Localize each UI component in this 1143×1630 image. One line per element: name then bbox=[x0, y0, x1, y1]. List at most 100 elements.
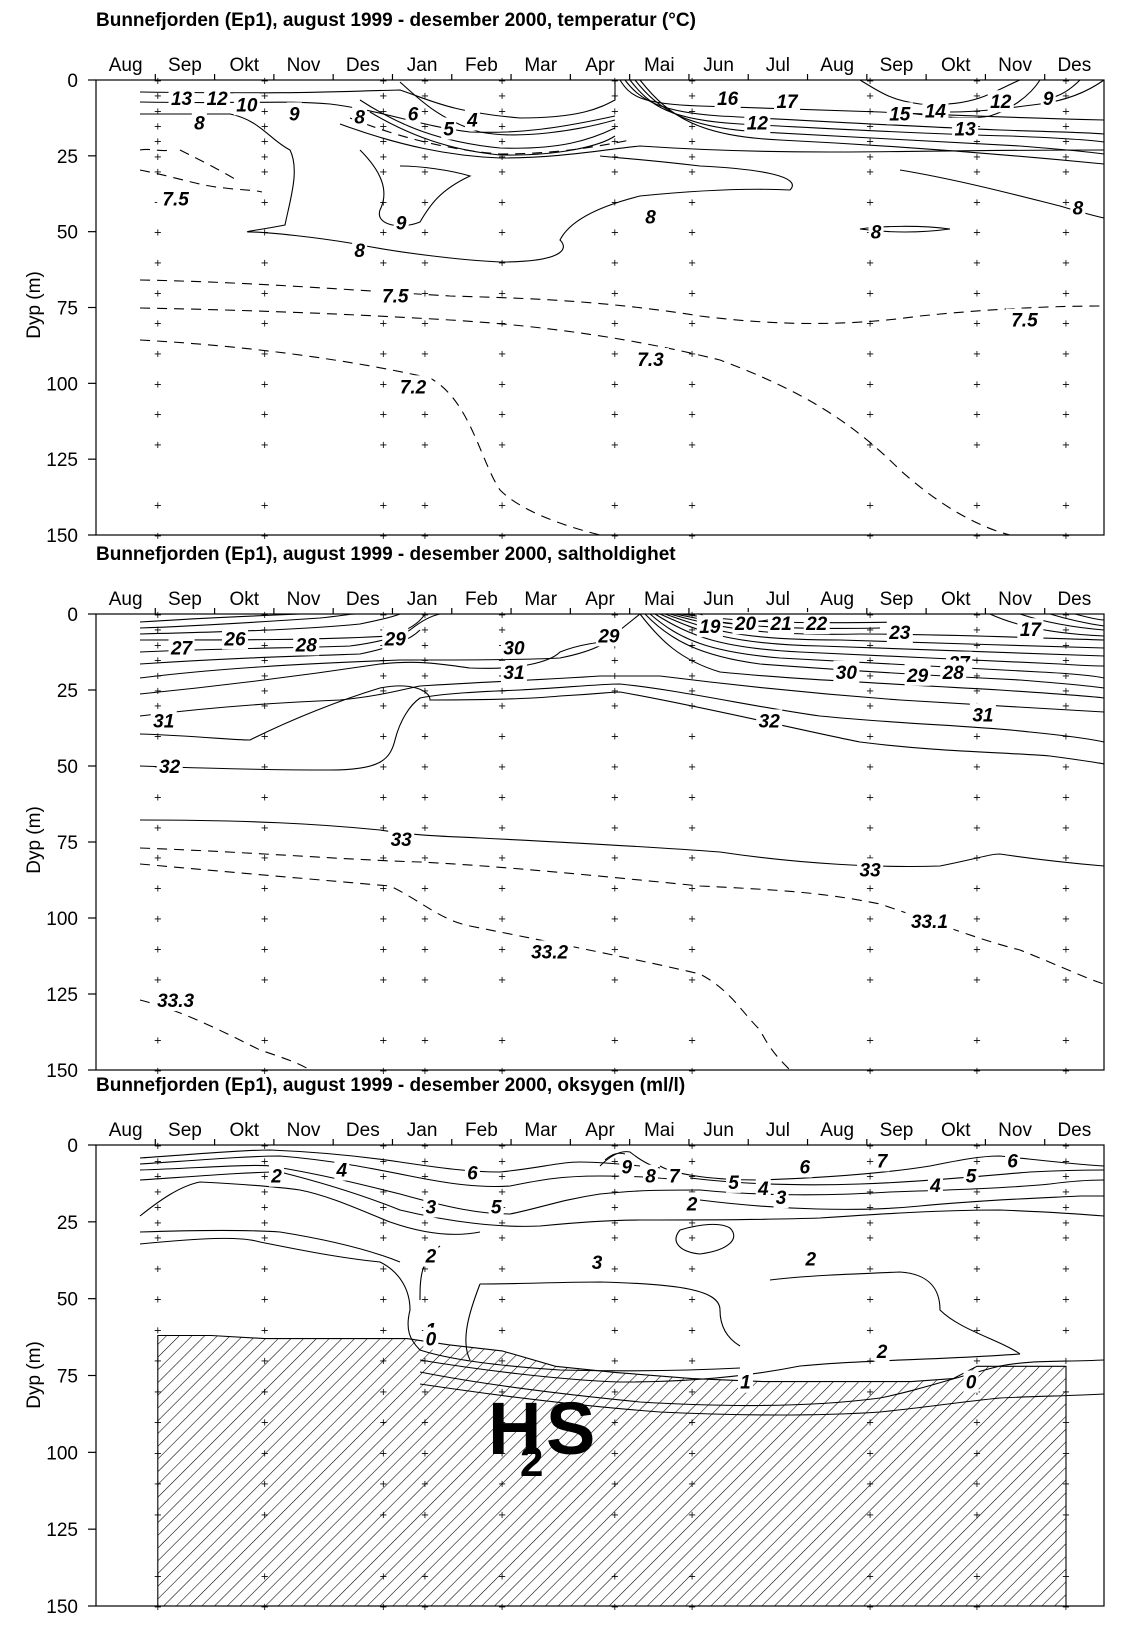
contour-label: 0 bbox=[426, 1330, 437, 1351]
contour-label: 6 bbox=[800, 1158, 811, 1179]
contour-label-mask bbox=[423, 1327, 439, 1350]
sampling-point: + bbox=[611, 228, 619, 239]
sampling-point: + bbox=[866, 884, 874, 895]
sampling-point: + bbox=[154, 944, 162, 955]
sampling-point: + bbox=[154, 152, 162, 163]
sampling-point: + bbox=[973, 440, 981, 451]
sampling-point: + bbox=[866, 531, 874, 542]
sampling-point: + bbox=[973, 76, 981, 87]
plot-frame bbox=[95, 1144, 1105, 1607]
sampling-point: + bbox=[1062, 1602, 1070, 1613]
sampling-point: + bbox=[1062, 1387, 1070, 1398]
sampling-point: + bbox=[379, 1571, 387, 1582]
sampling-point: + bbox=[866, 501, 874, 512]
sampling-point: + bbox=[379, 792, 387, 803]
month-label: Nov bbox=[287, 55, 321, 76]
sampling-point: + bbox=[260, 1325, 268, 1336]
month-label: Nov bbox=[287, 1120, 321, 1141]
sampling-point: + bbox=[688, 1325, 696, 1336]
sampling-point: + bbox=[688, 625, 696, 636]
sampling-point: + bbox=[688, 1295, 696, 1306]
contour-label: 22 bbox=[805, 614, 828, 635]
sampling-point: + bbox=[260, 686, 268, 697]
contour-label-mask bbox=[352, 105, 368, 128]
sampling-point: + bbox=[421, 944, 429, 955]
sampling-point: + bbox=[1062, 884, 1070, 895]
contour-label-mask bbox=[1005, 1149, 1021, 1172]
sampling-point: + bbox=[866, 671, 874, 682]
sampling-point: + bbox=[866, 1418, 874, 1429]
contour-label-mask bbox=[755, 1177, 771, 1200]
sampling-point: + bbox=[154, 1264, 162, 1275]
sampling-point: + bbox=[973, 1066, 981, 1077]
depth-tick-label: 0 bbox=[67, 1136, 78, 1157]
sampling-point: + bbox=[688, 762, 696, 773]
contour-label-mask bbox=[423, 1195, 439, 1218]
sampling-point: + bbox=[611, 531, 619, 542]
month-labels: Aug Sep Okt Nov Des Jan Feb Mar Apr Mai Jun Jul Aug S… bbox=[109, 589, 1091, 614]
sampling-point: + bbox=[973, 823, 981, 834]
h2s-label-h: H bbox=[488, 1387, 541, 1470]
month-labels: Aug Sep Okt Nov Des Jan Feb Mar Apr Mai Jun Jul Aug S… bbox=[109, 1120, 1091, 1145]
sampling-point: + bbox=[688, 501, 696, 512]
sampling-point: + bbox=[421, 1571, 429, 1582]
sampling-point: + bbox=[421, 610, 429, 621]
sampling-point: + bbox=[973, 1448, 981, 1459]
sampling-point: + bbox=[498, 531, 506, 542]
sampling-point: + bbox=[260, 167, 268, 178]
contour-label-mask bbox=[286, 102, 302, 125]
sampling-point: + bbox=[498, 823, 506, 834]
contour-label-mask bbox=[886, 102, 913, 125]
sampling-point: + bbox=[1062, 531, 1070, 542]
contour-label: 8 bbox=[1073, 198, 1084, 219]
panel-title: Bunnefjorden (Ep1), august 1999 - desemb… bbox=[96, 544, 676, 565]
sampling-point: + bbox=[866, 1233, 874, 1244]
sampling-point: + bbox=[421, 1172, 429, 1183]
sampling-point: + bbox=[611, 106, 619, 117]
depth-tick-label: 0 bbox=[67, 71, 78, 92]
sampling-point: + bbox=[154, 1510, 162, 1521]
sampling-point: + bbox=[498, 1295, 506, 1306]
contour-label-mask bbox=[382, 627, 409, 650]
sampling-point: + bbox=[688, 531, 696, 542]
contour-label-mask bbox=[969, 703, 996, 726]
sampling-point: + bbox=[421, 1479, 429, 1490]
sampling-point: + bbox=[611, 1295, 619, 1306]
month-label: Aug bbox=[820, 1120, 854, 1141]
sampling-point: + bbox=[260, 349, 268, 360]
sampling-point: + bbox=[379, 671, 387, 682]
sampling-point: + bbox=[421, 152, 429, 163]
sampling-point: + bbox=[498, 288, 506, 299]
sampling-point: + bbox=[154, 288, 162, 299]
sampling-point: + bbox=[611, 1571, 619, 1582]
sampling-point: + bbox=[611, 288, 619, 299]
sampling-point: + bbox=[260, 1510, 268, 1521]
sampling-point: + bbox=[1062, 1172, 1070, 1183]
sampling-point: + bbox=[1062, 1571, 1070, 1582]
contour-label: 7.2 bbox=[400, 377, 427, 398]
contour-label: 7.5 bbox=[162, 189, 189, 210]
sampling-point: + bbox=[611, 1141, 619, 1152]
sampling-point: + bbox=[611, 1510, 619, 1521]
sampling-point: + bbox=[611, 975, 619, 986]
contour-label: 19 bbox=[699, 617, 721, 638]
sampling-point: + bbox=[688, 76, 696, 87]
sampling-point: + bbox=[866, 137, 874, 148]
sampling-point: + bbox=[260, 137, 268, 148]
contour-label-mask bbox=[1005, 308, 1043, 331]
contour-label-mask bbox=[696, 615, 723, 638]
sampling-point: + bbox=[973, 1602, 981, 1613]
month-label: Jun bbox=[703, 1120, 734, 1141]
month-label: Okt bbox=[941, 55, 971, 76]
plot-frame bbox=[95, 613, 1105, 1071]
contour-label-mask bbox=[642, 205, 658, 228]
sampling-point: + bbox=[154, 701, 162, 712]
sampling-point: + bbox=[421, 671, 429, 682]
sampling-point: + bbox=[973, 732, 981, 743]
sampling-point: + bbox=[498, 167, 506, 178]
sampling-point: + bbox=[688, 823, 696, 834]
sampling-point: + bbox=[1062, 501, 1070, 512]
contour-label: 30 bbox=[836, 663, 858, 684]
sampling-point: + bbox=[1062, 410, 1070, 421]
contour-label: 2 bbox=[804, 1250, 816, 1271]
